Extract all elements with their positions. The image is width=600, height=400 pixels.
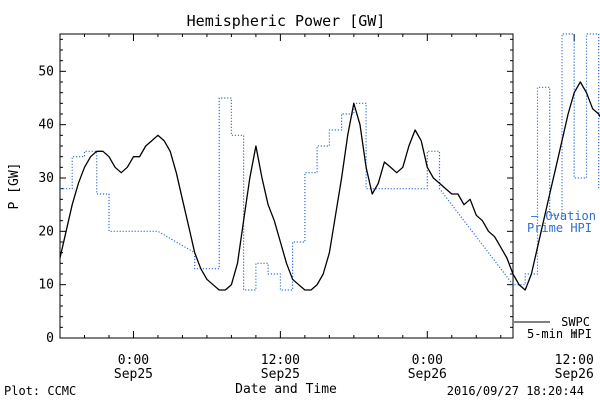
plot-frame: [59, 33, 514, 339]
legend-swpc-line2: 5-min HPI: [527, 327, 592, 341]
x-tick-date: Sep26: [408, 367, 447, 382]
x-tick-date: Sep25: [114, 367, 153, 382]
legend-swpc-line1: SWPC: [561, 315, 590, 329]
footer-source: Plot: CCMC: [4, 384, 76, 398]
y-tick-label: 50: [38, 64, 54, 79]
legend-ovation-line2: Prime HPI: [527, 221, 592, 235]
y-tick-label: 10: [38, 278, 54, 293]
y-tick-label: 20: [38, 224, 54, 239]
x-tick-time: 0:00: [118, 353, 149, 368]
x-axis-label: Date and Time: [235, 382, 337, 397]
footer-timestamp: 2016/09/27 18:20:44: [447, 384, 584, 398]
y-tick-label: 0: [46, 331, 54, 346]
series-layer: [59, 33, 600, 291]
x-axis-ticks: 0:00Sep2512:00Sep250:00Sep2612:00Sep260:…: [59, 34, 594, 382]
y-axis-label: P [GW]: [7, 163, 22, 210]
x-tick-time: 12:00: [261, 353, 300, 368]
legend-ovation-line1: – Ovation: [531, 209, 596, 223]
x-tick-date: Sep26: [555, 367, 594, 382]
chart-title: Hemispheric Power [GW]: [187, 12, 386, 30]
x-tick-date: Sep25: [261, 367, 300, 382]
y-axis-ticks: 0 10 20 30 40 50: [38, 38, 513, 346]
series-swpc-5min-hpi: [59, 81, 600, 291]
x-tick-time: 0:00: [412, 353, 443, 368]
y-tick-label: 40: [38, 118, 54, 133]
x-tick-time: 12:00: [555, 353, 594, 368]
y-tick-label: 30: [38, 171, 54, 186]
